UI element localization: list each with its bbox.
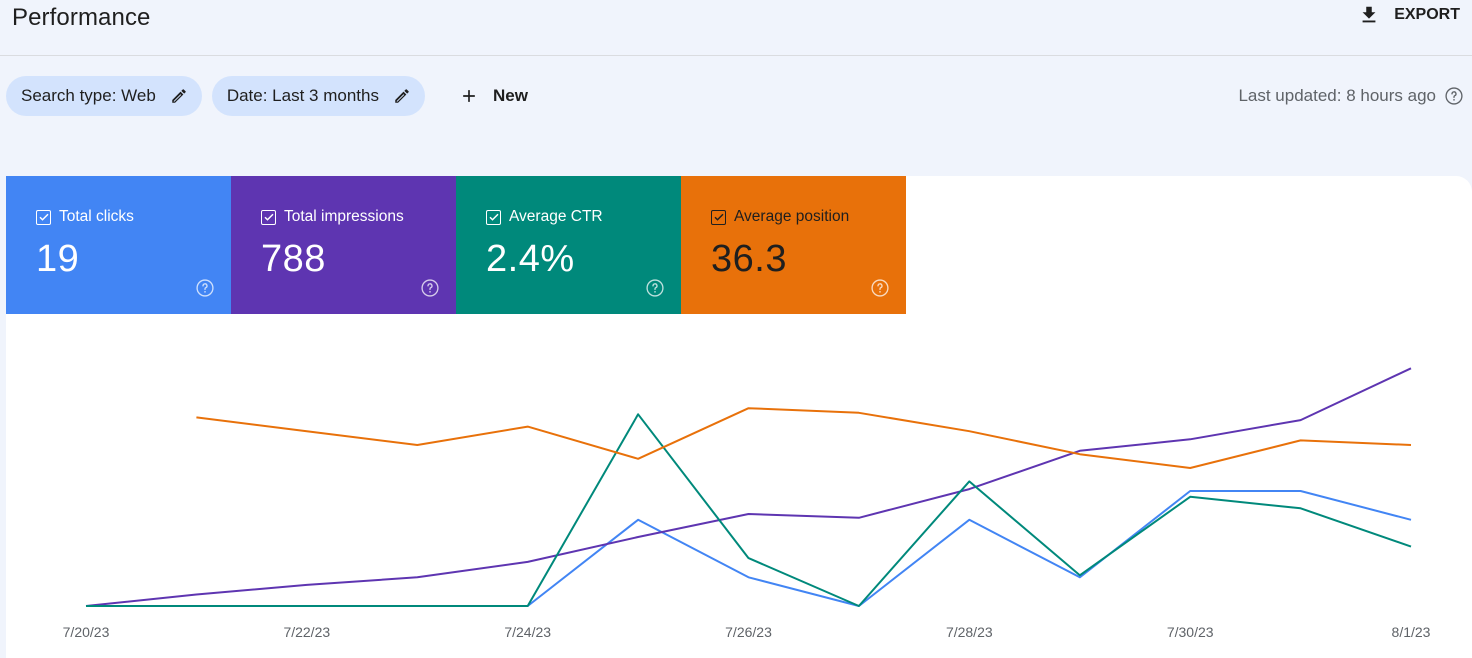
metric-tile-average-ctr[interactable]: Average CTR 2.4% bbox=[456, 176, 681, 314]
edit-icon bbox=[395, 89, 409, 103]
performance-card: 7/20/23 7/22/23 7/24/23 7/26/23 7/28/23 7/30/… bbox=[6, 176, 1472, 658]
export-button[interactable]: EXPORT bbox=[1358, 4, 1460, 26]
performance-chart: 7/20/23 7/22/23 7/24/23 7/26/23 7/28/23 7/30/… bbox=[63, 367, 1431, 640]
search-type-filter-chip[interactable]: Search type: Web bbox=[6, 76, 202, 116]
metric-tile-total-clicks[interactable]: Total clicks 19 bbox=[6, 176, 231, 314]
metric-value: 788 bbox=[261, 238, 326, 280]
x-tick-label: 7/22/23 bbox=[283, 624, 330, 640]
metric-label: Average CTR bbox=[509, 208, 603, 225]
edit-icon bbox=[172, 89, 186, 103]
help-icon[interactable] bbox=[1444, 86, 1464, 106]
metric-label: Total clicks bbox=[59, 208, 134, 225]
help-icon[interactable] bbox=[870, 278, 890, 298]
help-icon[interactable] bbox=[195, 278, 215, 298]
filter-bar: Search type: Web Date: Last 3 months New bbox=[6, 76, 542, 116]
export-label: EXPORT bbox=[1394, 6, 1460, 23]
series-line-impressions bbox=[85, 367, 1412, 607]
help-icon[interactable] bbox=[645, 278, 665, 298]
checkbox-checked-icon[interactable] bbox=[486, 209, 501, 225]
last-updated: Last updated: 8 hours ago bbox=[1238, 86, 1464, 106]
series-line-position bbox=[196, 407, 1412, 469]
plus-icon bbox=[463, 90, 475, 102]
new-filter-button[interactable]: New bbox=[435, 76, 542, 116]
date-filter-chip[interactable]: Date: Last 3 months bbox=[211, 76, 425, 116]
help-icon[interactable] bbox=[420, 278, 440, 298]
checkbox-checked-icon[interactable] bbox=[261, 209, 276, 225]
x-tick-label: 7/26/23 bbox=[725, 624, 772, 640]
x-tick-label: 8/1/23 bbox=[1392, 624, 1431, 640]
search-type-filter-label: Search type: Web bbox=[21, 86, 156, 105]
series-line-ctr bbox=[86, 413, 1412, 607]
metric-value: 19 bbox=[36, 238, 80, 280]
last-updated-text: Last updated: 8 hours ago bbox=[1238, 86, 1436, 105]
metric-label: Average position bbox=[734, 208, 850, 225]
metric-tiles: Total clicks 19 Total impressions 788 Av… bbox=[6, 176, 906, 314]
download-icon bbox=[1362, 6, 1376, 23]
x-tick-label: 7/24/23 bbox=[504, 624, 551, 640]
date-filter-label: Date: Last 3 months bbox=[226, 86, 379, 105]
metric-value: 2.4% bbox=[486, 238, 575, 280]
x-tick-label: 7/28/23 bbox=[946, 624, 993, 640]
metric-tile-average-position[interactable]: Average position 36.3 bbox=[681, 176, 906, 314]
x-tick-label: 7/20/23 bbox=[63, 624, 110, 640]
page-title: Performance bbox=[12, 4, 151, 31]
metric-value: 36.3 bbox=[711, 238, 787, 280]
page-header: Performance EXPORT bbox=[0, 0, 1472, 56]
series-line-clicks bbox=[86, 490, 1412, 607]
x-tick-label: 7/30/23 bbox=[1167, 624, 1214, 640]
new-filter-label: New bbox=[492, 86, 528, 105]
checkbox-checked-icon[interactable] bbox=[711, 209, 726, 225]
metric-label: Total impressions bbox=[284, 208, 404, 225]
checkbox-checked-icon[interactable] bbox=[36, 209, 51, 225]
metric-tile-total-impressions[interactable]: Total impressions 788 bbox=[231, 176, 456, 314]
